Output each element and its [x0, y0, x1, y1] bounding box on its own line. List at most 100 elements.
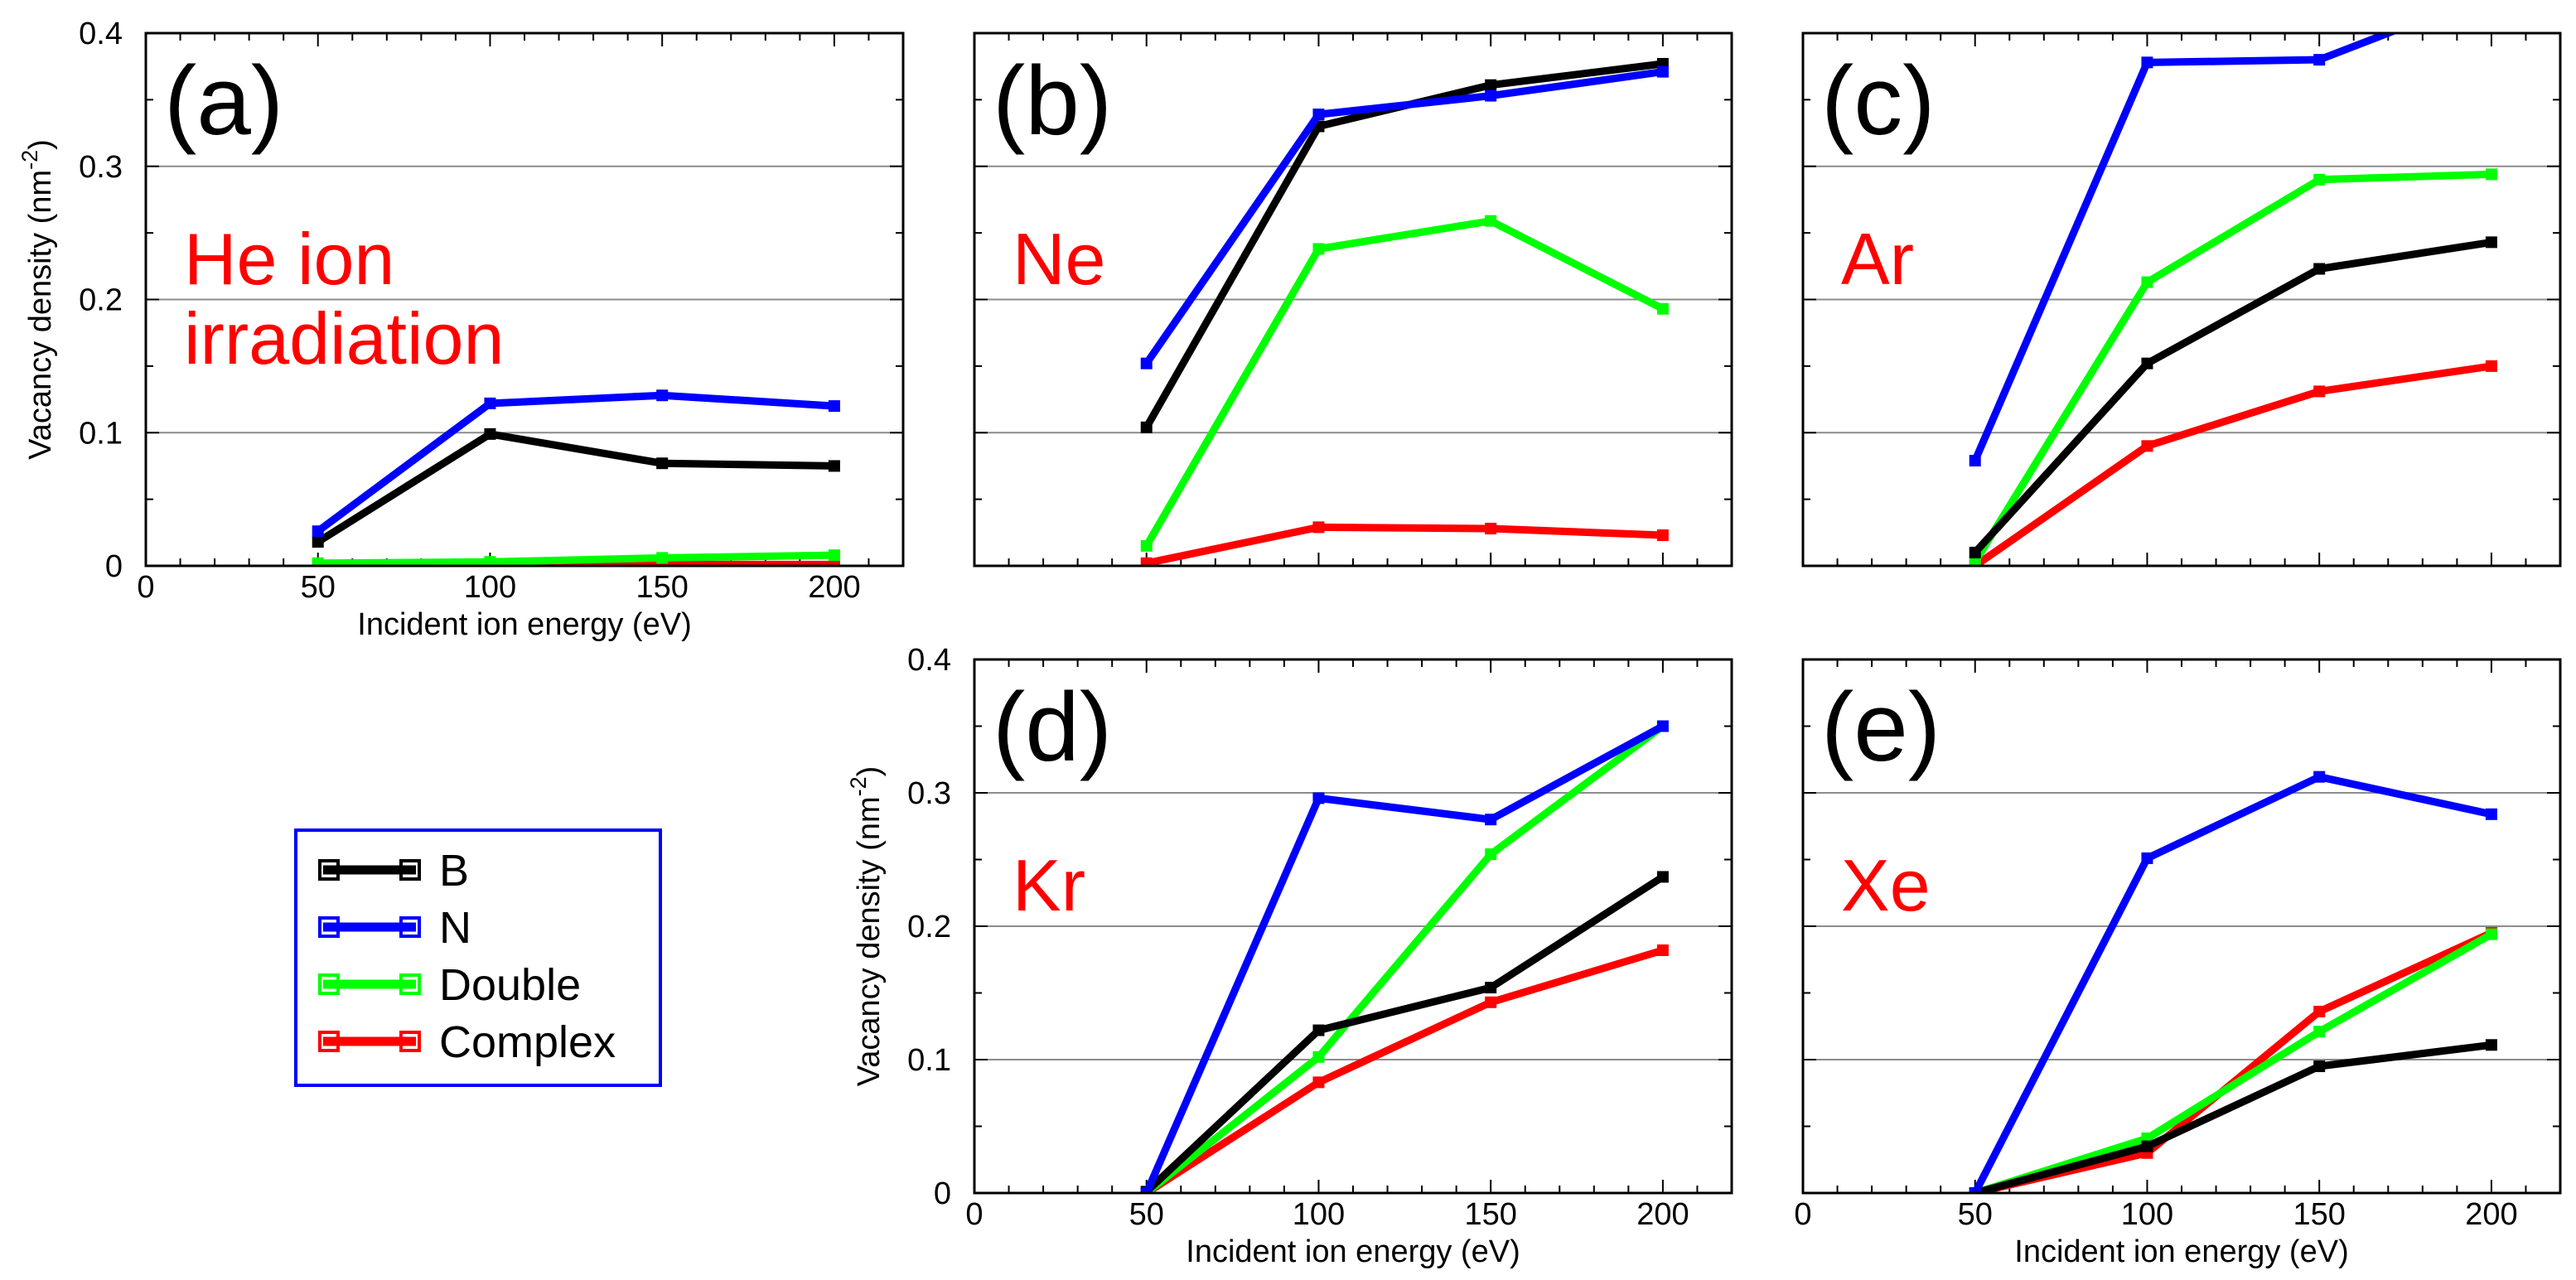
- series-group: [1969, 33, 2497, 566]
- data-point-double: [1140, 539, 1153, 552]
- x-tick-label: 50: [1129, 1197, 1164, 1232]
- data-point-n: [312, 525, 324, 538]
- y-tick-label: 0.1: [79, 416, 123, 451]
- y-axis-title: Vacancy density (nm-2): [846, 766, 887, 1087]
- data-point-double: [1485, 215, 1497, 227]
- data-point-double: [2313, 173, 2326, 186]
- y-tick-label: 0.3: [907, 776, 951, 811]
- y-tick-label: 0: [105, 549, 123, 584]
- x-axis-title: Incident ion energy (eV): [2014, 1234, 2348, 1269]
- data-point-b: [312, 536, 324, 548]
- data-point-double: [2485, 928, 2497, 940]
- data-point-complex: [1656, 529, 1669, 542]
- legend-swatch-marker: [318, 859, 340, 881]
- panel-e: 0 50 100 150 200 Incident ion energy (eV) (e) X…: [1794, 658, 2562, 1269]
- panel-letter: (a): [164, 46, 283, 156]
- panel-b: (b) Ne: [973, 31, 1733, 568]
- series-line-double: [1974, 930, 2494, 1193]
- x-tick-label: 150: [1464, 1197, 1516, 1232]
- data-point-n: [1140, 357, 1153, 370]
- data-point-n: [828, 400, 840, 413]
- legend-swatch-marker: [318, 916, 340, 938]
- plot-frame: [973, 31, 1733, 568]
- data-point-double: [1312, 243, 1325, 255]
- data-point-double: [312, 557, 324, 566]
- series-line-b: [1972, 238, 2492, 555]
- data-point-b: [2485, 236, 2497, 249]
- data-point-double: [2485, 168, 2497, 181]
- y-tick-label: 0.4: [907, 643, 951, 678]
- data-point-double: [2313, 1026, 2326, 1038]
- legend-entry-double: Double: [318, 960, 581, 1010]
- panels: 0 50 100 150 200 0 0.1 0.2 0.3 0.4 Incident ion en…: [17, 17, 2562, 1269]
- data-point-double: [1656, 302, 1669, 315]
- series-line-n: [1971, 773, 2492, 1193]
- y-axis-title-part: -2: [846, 776, 871, 796]
- data-point-b: [484, 427, 496, 440]
- data-point-b: [2313, 263, 2326, 275]
- data-point-double: [1969, 556, 1981, 566]
- data-point-double: [1312, 1051, 1325, 1063]
- x-tick-label: 200: [2465, 1197, 2517, 1232]
- legend-swatch-marker: [318, 1031, 340, 1052]
- data-point-b: [1485, 79, 1497, 91]
- data-point-n: [2485, 808, 2497, 820]
- x-axis-title: Incident ion energy (eV): [357, 607, 691, 642]
- legend-entry-n: N: [318, 903, 471, 953]
- data-point-complex: [1485, 522, 1497, 534]
- data-point-complex: [2485, 360, 2497, 372]
- legend-label: Complex: [439, 1017, 616, 1067]
- legend-swatch-marker: [399, 859, 421, 881]
- data-point-n: [1969, 1187, 1981, 1193]
- series-line-complex: [1145, 523, 1664, 566]
- series-group: [1140, 720, 1669, 1193]
- legend-label: N: [439, 903, 471, 953]
- x-tick-label: 100: [2121, 1197, 2173, 1232]
- data-point-n: [2313, 770, 2326, 783]
- series-line-n: [316, 391, 835, 534]
- data-point-n: [2141, 56, 2153, 69]
- series-line-b: [1974, 1041, 2492, 1193]
- x-tick-label: 200: [808, 570, 860, 605]
- series-line-double: [1971, 170, 2492, 564]
- data-point-complex: [1312, 1076, 1325, 1089]
- data-point-b: [1656, 871, 1669, 883]
- data-point-b: [2141, 357, 2153, 370]
- data-point-b: [1485, 982, 1497, 994]
- ion-label: irradiation: [184, 297, 504, 379]
- data-point-n: [2313, 54, 2326, 66]
- data-point-complex: [828, 558, 840, 566]
- data-point-b: [2313, 1060, 2326, 1073]
- x-tick-label: 0: [965, 1197, 983, 1232]
- ion-label: Xe: [1841, 844, 1931, 926]
- panel-a: 0 50 100 150 200 0 0.1 0.2 0.3 0.4 Incident ion en…: [17, 17, 905, 642]
- data-point-n: [1485, 89, 1497, 102]
- data-point-complex: [1656, 944, 1669, 956]
- y-tick-label: 0.1: [907, 1043, 951, 1078]
- ion-label: Ne: [1013, 218, 1106, 300]
- y-axis-title-part: Vacancy density (nm: [23, 170, 58, 460]
- plot-frame: [1801, 658, 2562, 1195]
- x-tick-label: 0: [1794, 1197, 1811, 1232]
- data-point-b: [1312, 1024, 1325, 1036]
- data-point-b: [656, 457, 669, 470]
- x-tick-label: 100: [464, 570, 516, 605]
- y-tick-label: 0: [934, 1176, 951, 1211]
- x-tick-label: 50: [1958, 1197, 1993, 1232]
- data-point-n: [1485, 814, 1497, 826]
- series-group: [1969, 770, 2497, 1193]
- data-point-complex: [1140, 557, 1153, 566]
- data-point-double: [828, 549, 840, 562]
- series-line-double: [1143, 217, 1665, 548]
- ion-label: He ion: [184, 218, 394, 300]
- series-line-n: [1143, 68, 1664, 366]
- panel-letter: (b): [993, 46, 1112, 156]
- panel-c: (c) Ar: [1801, 31, 2562, 568]
- series-group: [312, 389, 840, 566]
- data-point-b: [2485, 1039, 2497, 1051]
- legend-label: Double: [439, 960, 581, 1010]
- x-tick-label: 50: [301, 570, 336, 605]
- data-point-complex: [1485, 996, 1497, 1008]
- legend-entry-b: B: [318, 846, 469, 896]
- series-line-n: [1971, 33, 2399, 462]
